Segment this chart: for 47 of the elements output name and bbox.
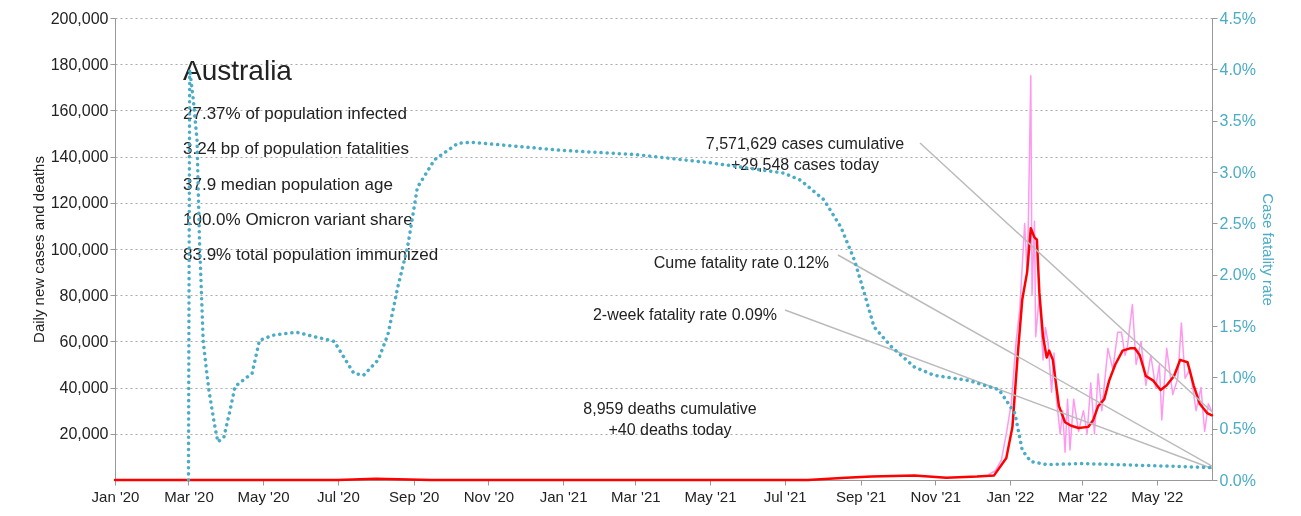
annotation: 27.37% of population infected	[183, 104, 408, 123]
y2-axis-title: Case fatality rate	[1259, 193, 1277, 306]
x-tick-label: Jan '20	[91, 487, 140, 505]
y-tick-label: 60,000	[59, 332, 109, 350]
y-tick-label: 100,000	[50, 240, 109, 258]
x-tick-label: Jul '21	[763, 487, 807, 505]
x-tick-label: Nov '21	[910, 487, 961, 505]
x-tick-label: Jul '20	[316, 487, 360, 505]
y2-tick-label: 0.5%	[1219, 420, 1256, 438]
y2-tick-label: 1.0%	[1219, 368, 1256, 386]
annotation: 37.9 median population age	[183, 174, 393, 194]
y-tick-label: 180,000	[50, 55, 109, 73]
y2-tick-label: 3.5%	[1219, 112, 1256, 130]
y-axis-title: Daily new cases and deaths	[29, 156, 47, 343]
y2-tick-label: 4.5%	[1219, 9, 1256, 27]
annotation: 3.24 bp of population fatalities	[183, 139, 409, 159]
y-tick-label: 120,000	[50, 194, 109, 212]
y-tick-label: 20,000	[59, 425, 109, 443]
x-tick-label: Mar '21	[611, 487, 661, 505]
y2-tick-label: 2.5%	[1219, 214, 1256, 232]
y-tick-label: 200,000	[50, 9, 109, 27]
x-tick-label: Jan '22	[986, 487, 1035, 505]
x-tick-label: May '21	[684, 487, 737, 505]
x-tick-label: Nov '20	[463, 487, 515, 505]
annotation: 8,959 deaths cumulative +40 deaths today	[583, 400, 757, 438]
x-tick-label: Mar '22	[1057, 487, 1108, 505]
x-tick-label: May '20	[237, 487, 290, 505]
y-tick-label: 40,000	[59, 379, 109, 397]
y-tick-label: 80,000	[59, 286, 109, 304]
y2-tick-label: 2.0%	[1219, 266, 1256, 284]
y-tick-label: 160,000	[50, 101, 109, 119]
x-tick-label: Jan '21	[539, 487, 588, 505]
y-tick-label: 140,000	[50, 148, 109, 166]
y2-tick-label: 3.0%	[1219, 163, 1256, 181]
annotation: 7,571,629 cases cumulative +29,548 cases today	[705, 135, 905, 173]
x-tick-label: Mar '20	[164, 487, 214, 505]
x-tick-label: Sep '20	[389, 487, 440, 505]
annotation: 100.0% Omicron variant share	[183, 209, 413, 229]
text: Australia	[183, 55, 293, 86]
line-series	[988, 75, 1213, 475]
y2-tick-label: 4.0%	[1219, 60, 1256, 78]
y2-tick-label: 1.5%	[1219, 317, 1256, 335]
y2-tick-label: 0.0%	[1219, 471, 1256, 489]
annotation: Cume fatality rate 0.12%	[653, 254, 829, 271]
x-tick-label: Sep '21	[835, 487, 887, 505]
x-tick-label: May '22	[1131, 487, 1184, 505]
annotation: 2-week fatality rate 0.09%	[592, 306, 777, 323]
